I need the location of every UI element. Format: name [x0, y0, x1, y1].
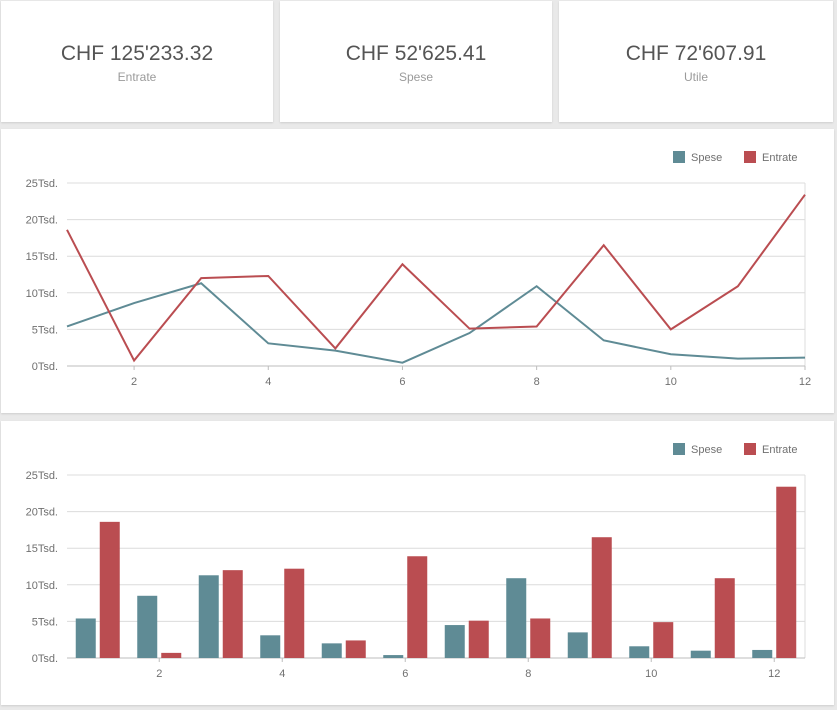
bar-entrate — [530, 618, 551, 658]
bar-spese — [383, 655, 404, 658]
kpi-card-entrate: CHF 125'233.32 Entrate — [1, 1, 273, 122]
x-tick-label: 6 — [402, 668, 408, 680]
kpi-value: CHF 52'625.41 — [345, 42, 487, 65]
bar-chart: 0Tsd. 5Tsd. 10Tsd. 15Tsd. 20Tsd. 25Tsd. 2 4 6 8 10… — [26, 443, 806, 680]
bar-spese — [137, 595, 158, 658]
legend-swatch-spese — [673, 443, 685, 455]
legend-swatch-spese — [673, 151, 685, 163]
bar-entrate — [776, 486, 797, 658]
y-tick-label: 10Tsd. — [26, 580, 58, 592]
x-tick-label: 10 — [665, 376, 677, 388]
x-tick-label: 12 — [799, 376, 811, 388]
series-line-spese — [66, 282, 806, 364]
x-tick-label: 2 — [156, 668, 162, 680]
y-tick-label: 5Tsd. — [32, 324, 58, 336]
legend-label-entrate: Entrate — [762, 152, 797, 164]
bar-entrate — [284, 568, 305, 658]
legend-label-spese: Spese — [691, 444, 722, 456]
x-tick-label: 12 — [768, 668, 780, 680]
bar-spese — [444, 625, 465, 658]
bar-chart-card: 0Tsd. 5Tsd. 10Tsd. 15Tsd. 20Tsd. 25Tsd. 2 4 6 8 10… — [1, 421, 834, 705]
bar-spese — [690, 650, 711, 658]
bar-entrate — [99, 521, 120, 658]
y-tick-label: 25Tsd. — [26, 470, 58, 482]
bar-entrate — [407, 556, 428, 658]
bar-spese — [629, 646, 650, 658]
line-chart-card: 0Tsd. 5Tsd. 10Tsd. 15Tsd. 20Tsd. 25Tsd. 2 4 6 8 10… — [1, 129, 834, 413]
bar-spese — [752, 649, 773, 658]
x-tick-label: 8 — [525, 668, 531, 680]
y-tick-label: 20Tsd. — [26, 215, 58, 227]
bar-entrate — [591, 537, 612, 658]
y-tick-label: 0Tsd. — [32, 653, 58, 665]
legend-swatch-entrate — [744, 151, 756, 163]
kpi-label: Entrate — [117, 70, 157, 84]
bar-entrate — [468, 620, 489, 658]
bar-entrate — [653, 622, 674, 658]
bar-spese — [260, 635, 281, 658]
x-tick-label: 2 — [131, 376, 137, 388]
y-tick-label: 0Tsd. — [32, 361, 58, 373]
bar-spese — [75, 618, 96, 658]
bar-spese — [198, 575, 219, 658]
kpi-label: Utile — [683, 70, 708, 84]
x-tick-label: 10 — [645, 668, 657, 680]
line-chart: 0Tsd. 5Tsd. 10Tsd. 15Tsd. 20Tsd. 25Tsd. 2 4 6 8 10… — [26, 151, 811, 388]
y-tick-label: 15Tsd. — [26, 543, 58, 555]
legend-label-entrate: Entrate — [762, 444, 797, 456]
y-tick-label: 5Tsd. — [32, 616, 58, 628]
y-tick-label: 15Tsd. — [26, 251, 58, 263]
x-tick-label: 8 — [534, 376, 540, 388]
y-tick-label: 10Tsd. — [26, 288, 58, 300]
kpi-card-spese: CHF 52'625.41 Spese — [280, 1, 552, 122]
bar-spese — [567, 632, 588, 658]
kpi-card-utile: CHF 72'607.91 Utile — [559, 1, 833, 122]
x-tick-label: 4 — [279, 668, 285, 680]
bar-entrate — [714, 578, 735, 658]
y-tick-label: 25Tsd. — [26, 178, 58, 190]
kpi-label: Spese — [398, 70, 434, 84]
x-tick-label: 4 — [265, 376, 271, 388]
x-tick-label: 6 — [399, 376, 405, 388]
kpi-value: CHF 72'607.91 — [625, 42, 767, 65]
series-line-entrate — [66, 194, 806, 363]
bar-entrate — [345, 640, 366, 658]
legend-label-spese: Spese — [691, 152, 722, 164]
legend-swatch-entrate — [744, 443, 756, 455]
bar-entrate — [161, 652, 182, 658]
bar-entrate — [222, 570, 243, 658]
y-tick-label: 20Tsd. — [26, 507, 58, 519]
bar-spese — [321, 643, 342, 658]
bar-spese — [506, 578, 527, 658]
kpi-value: CHF 125'233.32 — [60, 42, 214, 65]
